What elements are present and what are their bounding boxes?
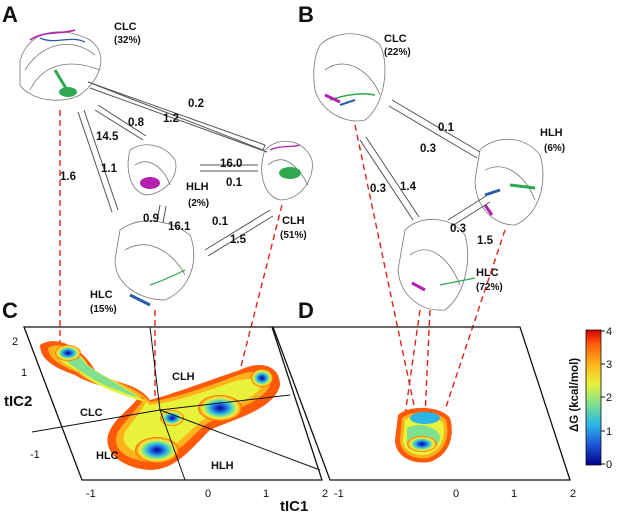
- pct-a-hlc: (15%): [90, 304, 117, 315]
- landscape-d: [272, 326, 571, 481]
- colorbar-title: ΔG (kcal/mol): [569, 358, 581, 432]
- label-b-hlh: HLH: [540, 127, 563, 139]
- label-a-hlh: HLH: [186, 181, 209, 193]
- colorbar: [585, 329, 605, 466]
- region-c-hlh: HLH: [211, 460, 234, 472]
- cbar-tick-3: 3: [606, 359, 612, 371]
- rate-b-clc-hlh-b: 0.3: [420, 143, 436, 155]
- landscape-c: [23, 326, 323, 481]
- rate-a-clc-hlh-c: 14.5: [96, 131, 119, 143]
- xtick-d-0: -1: [334, 488, 344, 500]
- dashed-connectors: [59, 110, 506, 420]
- structure-a-hlc: [114, 220, 195, 307]
- xtick-c-3: 2: [322, 488, 328, 500]
- xtick-d-3: 2: [570, 488, 576, 500]
- ytick-c-2: -1: [30, 449, 40, 461]
- rate-b-hlh-hlc-b: 1.5: [477, 235, 494, 247]
- label-a-hlc: HLC: [90, 289, 113, 301]
- rate-b-clc-hlc-a: 0.3: [370, 183, 386, 195]
- label-b-hlc: HLC: [476, 267, 499, 279]
- ylabel-c: tIC2: [4, 393, 32, 410]
- pct-b-clc: (22%): [384, 47, 411, 58]
- xtick-c-0: -1: [86, 488, 96, 500]
- panel-letter-d: D: [298, 298, 314, 323]
- rate-a-hlh-clh-b: 0.1: [226, 177, 243, 189]
- pct-a-clh: (51%): [280, 230, 307, 241]
- structure-b-clc: [313, 33, 386, 122]
- xtick-d-2: 1: [511, 488, 517, 500]
- ytick-c-1: 1: [21, 367, 27, 379]
- arrows-b: [359, 99, 491, 227]
- rate-a-hlc-clh-a: 0.1: [212, 216, 229, 228]
- rate-a-clc-hlc-b: 1.6: [60, 171, 76, 183]
- pct-a-hlh: (2%): [188, 198, 209, 209]
- pct-a-clc: (32%): [114, 35, 141, 46]
- structure-a-clc: [19, 29, 102, 101]
- rate-a-hlh-clh-a: 16.0: [220, 158, 242, 170]
- cbar-tick-0: 0: [606, 459, 612, 471]
- structure-a-hlh: [127, 144, 177, 196]
- rate-b-clc-hlc-b: 1.4: [400, 181, 417, 193]
- rate-a-clc-hlh-b: 1.2: [163, 113, 179, 125]
- rate-a-hlc-clh-b: 1.5: [230, 234, 247, 246]
- pct-b-hlc: (72%): [476, 282, 503, 293]
- cbar-tick-2: 2: [606, 392, 612, 404]
- region-c-hlc: HLC: [96, 450, 119, 462]
- panel-letter-b: B: [298, 2, 314, 27]
- structure-b-hlc: [397, 218, 476, 311]
- structure-a-clh: [261, 141, 313, 201]
- frame-d: [272, 326, 571, 481]
- cbar-tick-1: 1: [606, 426, 612, 438]
- cbar-tick-4: 4: [606, 326, 612, 338]
- label-b-clc: CLC: [384, 33, 407, 45]
- xtick-d-1: 0: [453, 488, 459, 500]
- label-a-clc: CLC: [114, 21, 137, 33]
- rate-b-hlh-hlc-a: 0.3: [450, 223, 466, 235]
- colorbar-gradient: [585, 329, 602, 466]
- frame-c: [23, 326, 323, 481]
- rate-a-hlh-hlc-b: 16.1: [168, 221, 191, 233]
- panel-letter-c: C: [2, 298, 18, 323]
- xtick-c-1: 0: [205, 488, 211, 500]
- pct-b-hlh: (6%): [544, 143, 565, 154]
- region-c-clc: CLC: [80, 407, 103, 419]
- label-a-clh: CLH: [282, 215, 305, 227]
- rate-b-clc-hlh-a: 0.1: [438, 122, 455, 134]
- structure-b-hlh: [474, 138, 544, 226]
- region-c-clh: CLH: [172, 371, 195, 383]
- xlabel: tIC1: [280, 498, 308, 512]
- arrows-a: [77, 81, 274, 257]
- rate-a-clc-hlc-a: 1.1: [101, 163, 118, 175]
- rate-a-hlh-hlc-a: 0.9: [143, 213, 159, 225]
- xtick-c-2: 1: [263, 488, 269, 500]
- ytick-c-0: 2: [12, 336, 18, 348]
- panel-letter-a: A: [2, 2, 18, 27]
- rate-a-clc-hlh-a: 0.8: [128, 117, 145, 129]
- rate-a-clc-clh: 0.2: [188, 98, 204, 110]
